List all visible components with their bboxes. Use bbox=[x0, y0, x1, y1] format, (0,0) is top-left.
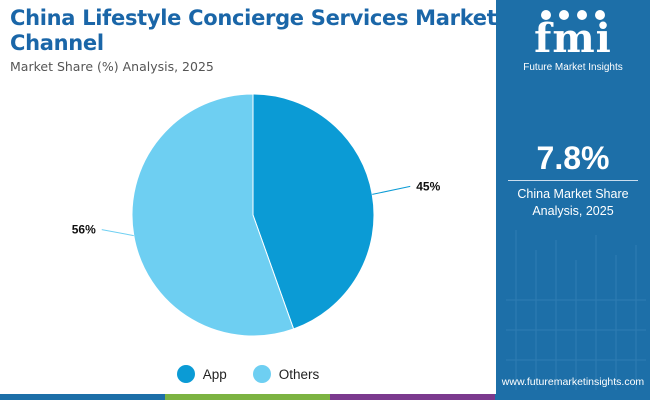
fmi-logo: fmi Future Market Insights bbox=[516, 8, 630, 74]
legend-label-others: Others bbox=[278, 366, 320, 382]
data-label-others: 56% bbox=[72, 223, 96, 237]
headline-value: 7.8% bbox=[536, 140, 610, 176]
legend-swatch-app bbox=[176, 365, 195, 383]
legend-swatch-others bbox=[252, 365, 271, 383]
pie-chart: 45% 56% bbox=[72, 93, 441, 337]
website-url[interactable]: www.futuremarketinsights.com bbox=[501, 376, 645, 388]
bottom-color-bar bbox=[0, 394, 650, 400]
logo-caption: Future Market Insights bbox=[523, 62, 623, 73]
legend-label-app: App bbox=[202, 366, 227, 382]
pie-slice-others bbox=[131, 93, 295, 337]
headline-caption: China Market Share Analysis, 2025 bbox=[517, 187, 629, 218]
logo-wordmark: fmi bbox=[534, 15, 612, 62]
bar-segment bbox=[0, 394, 165, 400]
bar-segment bbox=[495, 394, 650, 400]
legend-item-app: App bbox=[176, 365, 227, 383]
decorative-pattern bbox=[506, 230, 646, 390]
data-label-app: 45% bbox=[416, 179, 440, 193]
divider bbox=[508, 180, 638, 181]
legend: App Others bbox=[0, 365, 496, 383]
logo-icons bbox=[541, 10, 605, 20]
leader-line-app bbox=[372, 185, 411, 195]
chart-subtitle: Market Share (%) Analysis, 2025 bbox=[10, 59, 214, 74]
legend-item-others: Others bbox=[252, 365, 320, 383]
bar-segment bbox=[330, 394, 495, 400]
sidebar-panel: fmi Future Market Insights 7.8% China Ma… bbox=[496, 0, 650, 394]
pie-slice-app bbox=[252, 93, 375, 330]
bar-segment bbox=[165, 394, 330, 400]
leader-line-others bbox=[101, 229, 134, 237]
